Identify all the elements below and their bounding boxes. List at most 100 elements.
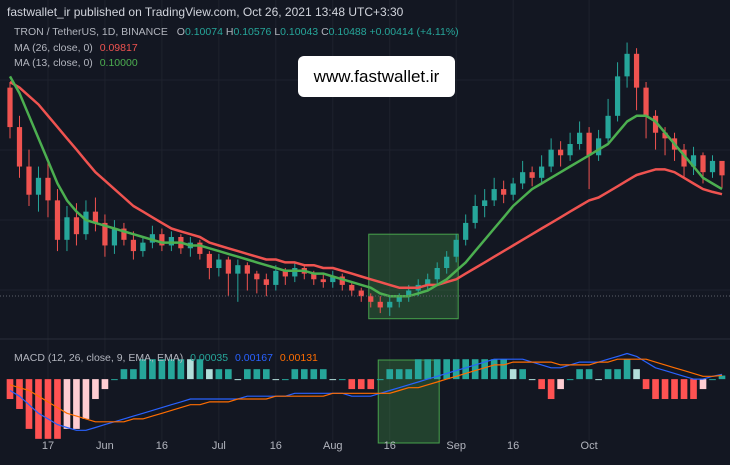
hist-bar-51	[490, 359, 498, 380]
candle-body-68	[652, 115, 659, 133]
hist-bar-75	[718, 375, 726, 380]
high-value: 0.10576	[233, 26, 272, 38]
candle-body-63	[605, 115, 611, 139]
candle-body-30	[292, 268, 298, 277]
hist-bar-9	[92, 379, 99, 400]
x-tick-label-3: Jul	[211, 440, 226, 452]
candle-body-59	[567, 144, 573, 156]
symbol-name[interactable]: TRON / TetherUS, 1D, BINANCE	[14, 26, 168, 38]
change-value: +0.00414 (+4.11%)	[369, 26, 459, 38]
macd-hist-value: 0.00035	[190, 352, 229, 364]
candle-body-20	[197, 242, 203, 254]
ma13-legend[interactable]: MA (13, close, 0) 0.10000	[14, 57, 138, 69]
candle-body-13	[130, 239, 137, 252]
hist-bar-32	[310, 369, 318, 380]
candle-body-28	[273, 270, 279, 285]
open-value: 0.10074	[184, 26, 223, 38]
hist-bar-65	[623, 359, 631, 380]
macd-line-value: 0.00167	[235, 352, 273, 364]
candle-body-36	[349, 284, 355, 291]
hist-bar-53	[509, 369, 517, 380]
candle-body-40	[387, 301, 393, 308]
hist-bar-33	[319, 369, 327, 380]
hist-bar-18	[177, 359, 185, 380]
ma13-value: 0.10000	[99, 57, 138, 69]
hist-bar-7	[73, 379, 80, 429]
hist-bar-42	[405, 369, 413, 380]
hist-bar-71	[680, 379, 688, 400]
hist-bar-16	[158, 359, 166, 380]
candle-body-60	[576, 132, 583, 144]
hist-bar-59	[566, 379, 574, 381]
candle-body-62	[595, 138, 602, 156]
hist-bar-37	[357, 379, 365, 390]
hist-bar-27	[262, 369, 270, 380]
hist-bar-66	[633, 369, 640, 380]
candle-body-2	[26, 166, 32, 195]
ma26-legend[interactable]: MA (26, close, 0) 0.09817	[14, 42, 138, 54]
candle-body-33	[320, 279, 326, 283]
hist-bar-26	[253, 369, 261, 380]
publish-info: fastwallet_ir published on TradingView.c…	[7, 5, 404, 19]
hist-bar-54	[519, 369, 526, 380]
candle-body-24	[235, 265, 241, 274]
x-tick-label-0: 17	[41, 440, 55, 452]
hist-bar-55	[528, 379, 536, 381]
macd-histogram	[6, 359, 726, 439]
hist-bar-43	[414, 359, 422, 380]
hist-bar-8	[82, 379, 90, 419]
candle-body-17	[168, 237, 174, 246]
hist-bar-5	[54, 379, 61, 439]
hist-bar-15	[149, 359, 156, 380]
hist-bar-52	[500, 359, 507, 380]
hist-bar-49	[471, 359, 479, 380]
candle-body-38	[368, 296, 374, 302]
x-tick-label-9: Oct	[580, 440, 598, 452]
candle-body-25	[244, 265, 250, 274]
macd-signal-value: 0.00131	[279, 352, 318, 364]
candle-body-66	[633, 53, 640, 88]
low-label: L	[274, 26, 281, 38]
candle-body-39	[377, 301, 383, 308]
hist-bar-58	[557, 379, 564, 390]
candle-body-48	[463, 222, 469, 240]
candle-body-57	[548, 149, 554, 167]
candle-body-37	[358, 290, 364, 297]
candle-body-22	[216, 259, 222, 268]
candle-body-16	[159, 234, 165, 246]
macd-legend[interactable]: MACD (12, 26, close, 9, EMA, EMA) 0.0003…	[14, 352, 318, 364]
high-label: H	[225, 26, 234, 38]
hist-bar-57	[547, 379, 555, 400]
ma26-label: MA (26, close, 0)	[14, 42, 93, 54]
hist-bar-4	[44, 379, 52, 439]
hist-bar-35	[338, 379, 346, 381]
hist-bar-60	[576, 369, 583, 380]
hist-bar-20	[196, 359, 204, 380]
candle-body-65	[624, 53, 630, 77]
ma26-value: 0.09817	[99, 42, 138, 54]
x-tick-label-7: Sep	[446, 440, 466, 452]
candle-body-71	[681, 149, 687, 167]
candle-body-69	[662, 132, 668, 139]
macd-lines	[9, 352, 723, 431]
candle-body-1	[16, 127, 23, 167]
hist-bar-17	[168, 359, 175, 380]
hist-bar-14	[139, 359, 147, 380]
x-tick-label-5: Aug	[322, 440, 343, 452]
price-candles	[7, 42, 725, 316]
hist-bar-3	[35, 379, 42, 439]
hist-bar-73	[699, 379, 707, 390]
hist-bar-40	[386, 369, 394, 380]
low-value: 0.10043	[280, 26, 319, 38]
hist-bar-45	[433, 359, 441, 380]
hist-bar-39	[376, 379, 384, 381]
candle-body-52	[501, 189, 507, 195]
price-highlight-box	[368, 233, 459, 320]
x-tick-label-2: 16	[155, 440, 169, 452]
candle-body-35	[339, 276, 345, 285]
hist-bar-0	[6, 379, 14, 400]
x-tick-label-6: 16	[383, 440, 396, 452]
x-tick-label-4: 16	[269, 440, 282, 452]
hist-bar-68	[652, 379, 659, 400]
hist-bar-24	[234, 379, 242, 381]
